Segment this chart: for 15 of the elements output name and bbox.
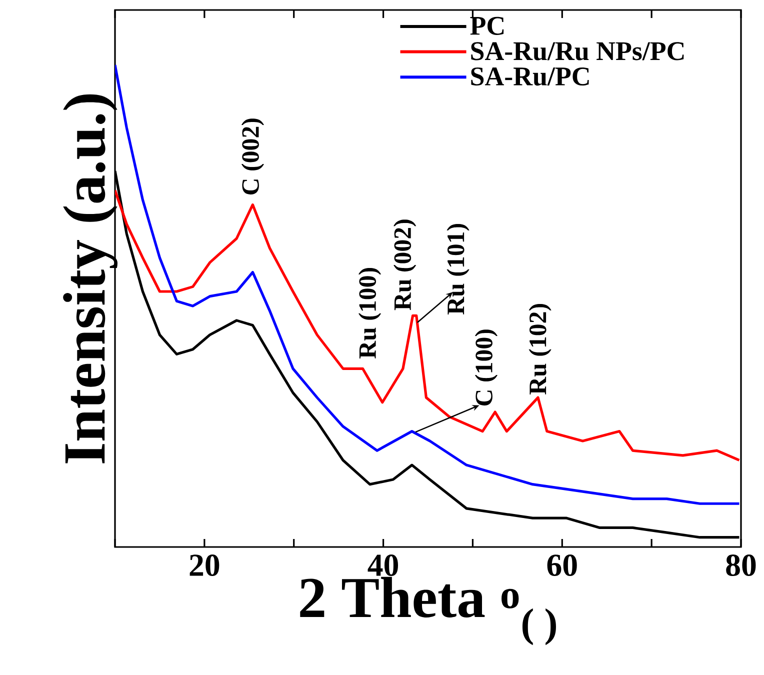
annotation: Ru (002) <box>394 220 416 310</box>
legend-label: SA-Ru/Ru NPs/PC <box>471 42 684 60</box>
annotation: C (002) <box>241 118 264 194</box>
x-tick-label: 40 <box>368 554 398 576</box>
x-tick-label: 80 <box>726 554 756 576</box>
annotation: Ru (102) <box>528 304 552 394</box>
legend-label: SA-Ru/PC <box>471 67 589 86</box>
legend-label: PC <box>470 16 504 35</box>
annotation: Ru (100) <box>358 268 382 358</box>
y-axis-title: Intensity (a.u.) <box>63 94 118 464</box>
annotation: C (100) <box>474 330 498 406</box>
x-axis-title: 2 Theta $^{o}$( ) <box>300 576 556 646</box>
x-tick-label: 20 <box>190 554 220 576</box>
x-tick-label: 60 <box>547 554 577 576</box>
annotation: Ru (101) <box>446 224 470 314</box>
